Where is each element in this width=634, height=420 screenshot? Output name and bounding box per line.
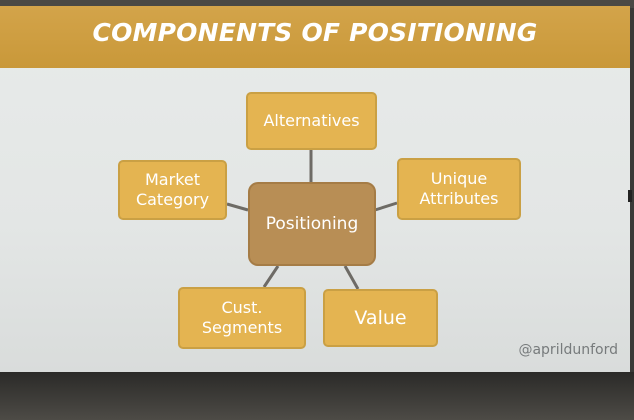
room-wall	[0, 0, 634, 8]
connector-value	[343, 265, 360, 290]
connector-unique-attributes	[374, 201, 398, 212]
component-market-category: Market Category	[118, 160, 227, 220]
slide-title: COMPONENTS OF POSITIONING	[92, 18, 538, 47]
component-value: Value	[323, 289, 438, 347]
component-alternatives: Alternatives	[246, 92, 377, 150]
connector-market-category	[226, 202, 249, 212]
center-positioning: Positioning	[248, 182, 376, 266]
component-unique-attributes: Unique Attributes	[397, 158, 521, 220]
slide-header: COMPONENTS OF POSITIONING	[0, 6, 630, 68]
component-label: Unique Attributes	[419, 169, 499, 208]
component-label: Market Category	[135, 170, 210, 209]
author-handle: @aprildunford	[518, 342, 618, 358]
component-label: Value	[354, 307, 407, 329]
component-label: Cust. Segments	[201, 298, 283, 337]
connector-lines	[226, 150, 398, 290]
center-label: Positioning	[265, 214, 359, 234]
room-floor	[0, 372, 634, 420]
screen-edge-mark	[628, 190, 632, 202]
component-label: Alternatives	[263, 111, 360, 130]
connector-customer-segments	[262, 265, 280, 288]
component-customer-segments: Cust. Segments	[178, 287, 306, 349]
presentation-slide: COMPONENTS OF POSITIONING Alternatives U…	[0, 6, 630, 372]
